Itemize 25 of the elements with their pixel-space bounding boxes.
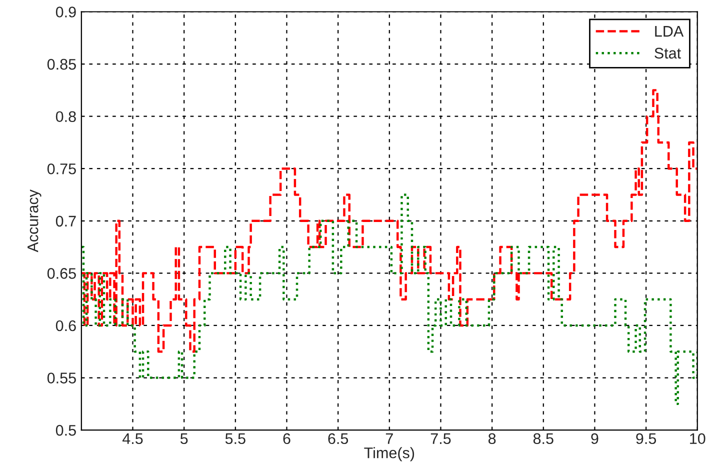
legend-label: Stat: [654, 48, 681, 59]
x-tick-label: 6.5: [328, 433, 348, 444]
x-tick-label: 9.5: [636, 433, 656, 444]
x-tick-label: 5: [180, 433, 188, 444]
x-tick-label: 7.5: [430, 433, 451, 444]
x-axis-title: Time(s): [364, 447, 414, 462]
y-tick-label: 0.65: [47, 268, 76, 279]
x-tick-label: 6: [283, 433, 290, 444]
y-tick-label: 0.8: [56, 111, 76, 122]
y-tick-label: 0.9: [56, 6, 76, 18]
x-tick-label: 5.5: [225, 433, 246, 444]
y-tick-label: 0.75: [47, 163, 76, 174]
legend-label: LDA: [655, 26, 684, 37]
x-tick-label: 10: [690, 433, 706, 444]
x-tick-label: 7: [386, 433, 393, 444]
y-tick-label: 0.85: [47, 58, 76, 70]
x-tick-label: 4.5: [122, 433, 143, 444]
y-tick-label: 0.6: [56, 320, 76, 332]
x-tick-label: 8.5: [533, 433, 554, 444]
y-tick-label: 0.55: [47, 372, 76, 384]
y-tick-label: 0.7: [56, 216, 76, 227]
x-tick-label: 8: [488, 433, 496, 444]
y-axis-title: Accuracy: [28, 190, 42, 252]
x-tick-label: 9: [591, 433, 598, 444]
y-tick-label: 0.5: [56, 424, 76, 436]
